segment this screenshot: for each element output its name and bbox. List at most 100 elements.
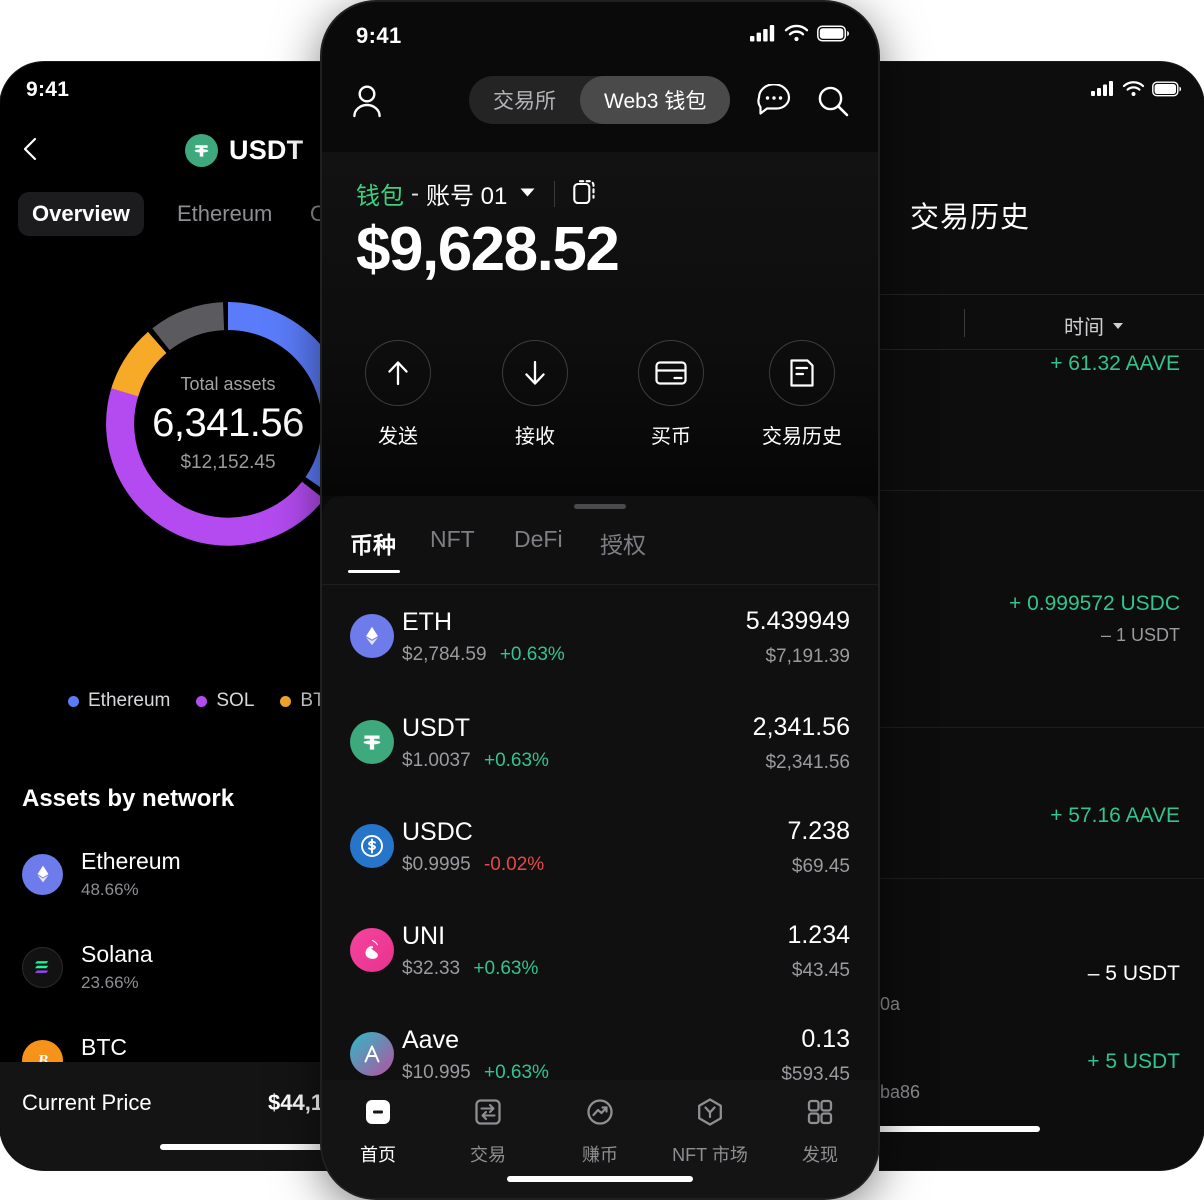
token-symbol: Aave xyxy=(402,1026,459,1054)
token-value: $2,341.56 xyxy=(765,752,850,773)
usdc-icon xyxy=(350,824,394,868)
token-row-eth[interactable]: ETH $2,784.59 +0.63% 5.439949 $7,191.39 xyxy=(322,604,878,700)
ethereum-icon xyxy=(22,853,63,895)
tab-overview[interactable]: Overview xyxy=(18,192,144,236)
network-name-solana: Solana xyxy=(81,941,153,967)
transaction-hash: ba86 xyxy=(880,1082,921,1102)
chevron-down-icon[interactable] xyxy=(519,185,536,203)
wallet-label: 钱包 xyxy=(356,183,404,210)
token-symbol: UNI xyxy=(402,922,446,950)
account-name: 账号 01 xyxy=(426,183,508,210)
document-icon xyxy=(769,340,835,406)
tab-approvals[interactable]: 授权 xyxy=(600,532,646,558)
cellular-icon xyxy=(1091,81,1113,96)
network-name-ethereum: Ethereum xyxy=(81,848,181,874)
market-wallet-toggle[interactable]: 交易所 Web3 钱包 xyxy=(469,76,731,124)
token-price-row: $2,784.59 +0.63% xyxy=(402,644,565,666)
token-row-usdc[interactable]: USDC $0.9995 -0.02% 7.238 $69.45 xyxy=(322,814,878,910)
sheet-grabber[interactable] xyxy=(574,504,626,509)
account-dash: - xyxy=(411,179,419,207)
donut-legend: Ethereum SOL BTC xyxy=(68,690,334,712)
nav-item-home[interactable]: 首页 xyxy=(332,1092,424,1167)
token-price: $10.995 xyxy=(402,1062,471,1083)
wifi-icon xyxy=(1122,81,1145,96)
token-row-usdt[interactable]: USDT $1.0037 +0.63% 2,341.56 $2,341.56 xyxy=(322,710,878,806)
transaction-amount: + 5 USDT xyxy=(1087,1050,1180,1073)
left-phone-tabs: Overview Ethereum O xyxy=(0,192,334,238)
transaction-divider xyxy=(880,727,1204,728)
tabs-divider xyxy=(322,584,878,585)
home-indicator xyxy=(880,1126,1040,1132)
transaction-amount: – 5 USDT xyxy=(1087,962,1180,985)
tether-icon xyxy=(350,720,394,764)
assets-by-network-title: Assets by network xyxy=(22,785,235,812)
action-history[interactable]: 交易历史 xyxy=(762,340,842,449)
action-receive[interactable]: 接收 xyxy=(497,340,573,449)
token-price-row: $0.9995 -0.02% xyxy=(402,854,544,876)
status-bar-icons xyxy=(1091,80,1182,97)
ethereum-icon xyxy=(350,614,394,658)
token-change: -0.02% xyxy=(483,854,545,875)
action-receive-label: 接收 xyxy=(515,426,555,448)
transaction-sub-amount: – 1 USDT xyxy=(1100,625,1180,645)
account-selector[interactable]: 钱包 - 账号 01 xyxy=(356,176,599,211)
page-title: USDT xyxy=(185,134,303,167)
tab-ethereum[interactable]: Ethereum xyxy=(177,201,273,226)
home-indicator xyxy=(507,1176,693,1182)
wifi-icon xyxy=(784,24,809,42)
tab-defi[interactable]: DeFi xyxy=(514,526,563,552)
transaction-amount: + 61.32 AAVE xyxy=(1050,352,1180,375)
status-bar: 9:41 xyxy=(322,20,878,54)
swap-icon xyxy=(475,1099,501,1125)
token-row-aave[interactable]: Aave $10.995 +0.63% 0.13 $593.45 xyxy=(322,1022,878,1118)
nav-item-earn[interactable]: 赚币 xyxy=(554,1092,646,1167)
home-indicator xyxy=(160,1144,334,1150)
tab-active-underline xyxy=(348,570,400,573)
tether-icon xyxy=(185,134,218,167)
nav-item-nft-market[interactable]: NFT 市场 xyxy=(664,1092,756,1167)
token-quantity: 1.234 xyxy=(787,921,850,949)
chevron-down-icon xyxy=(1113,322,1123,329)
action-history-label: 交易历史 xyxy=(762,426,842,448)
left-phone-usdt-overview: 9:41 USDT Overview Ethereum O xyxy=(0,62,334,1170)
current-price-label: Current Price xyxy=(22,1090,152,1115)
action-send[interactable]: 发送 xyxy=(360,340,436,449)
status-bar-icons xyxy=(750,24,850,42)
network-percent-solana: 23.66% xyxy=(81,973,139,992)
copy-icon[interactable] xyxy=(573,176,599,211)
segment-web3-wallet[interactable]: Web3 钱包 xyxy=(580,76,731,124)
token-symbol: USDT xyxy=(402,714,471,742)
token-row-uni[interactable]: UNI $32.33 +0.63% 1.234 $43.45 xyxy=(322,918,878,1014)
legend-dot-sol xyxy=(196,695,208,707)
bottom-navigation: 首页 交易 xyxy=(322,1080,878,1198)
current-price-bar: Current Price $44,12 xyxy=(0,1062,334,1170)
search-icon[interactable] xyxy=(816,84,850,123)
donut-segment-sol xyxy=(106,383,325,546)
person-icon[interactable] xyxy=(350,82,384,125)
donut-svg xyxy=(106,302,334,546)
tab-coins[interactable]: 币种 xyxy=(350,532,396,558)
token-value: $69.45 xyxy=(791,856,850,877)
token-change: +0.63% xyxy=(499,644,565,665)
assets-tabs: 币种 NFT DeFi 授权 xyxy=(322,526,878,584)
action-buy[interactable]: 买币 xyxy=(633,340,709,449)
action-buy-label: 买币 xyxy=(651,426,691,448)
nav-item-discover[interactable]: 发现 xyxy=(774,1092,866,1167)
transaction-divider xyxy=(880,878,1204,879)
filter-time[interactable]: 时间 xyxy=(1064,311,1124,340)
nav-label-earn: 赚币 xyxy=(582,1145,618,1165)
network-row-solana[interactable]: Solana 23.66% xyxy=(22,941,153,993)
chat-bubble-icon[interactable] xyxy=(756,83,792,123)
right-phone-transaction-history: 交易历史 时间 + 61.32 AAVE + 0.999572 USDC – 1… xyxy=(880,62,1204,1170)
chevron-left-icon[interactable] xyxy=(18,134,44,164)
legend-dot-btc xyxy=(280,695,292,707)
segment-exchange[interactable]: 交易所 xyxy=(493,90,556,113)
nav-item-trade[interactable]: 交易 xyxy=(442,1092,534,1167)
token-value: $7,191.39 xyxy=(765,646,850,667)
nav-label-trade: 交易 xyxy=(470,1145,506,1165)
network-row-ethereum[interactable]: Ethereum 48.66% xyxy=(22,848,181,900)
tab-nft[interactable]: NFT xyxy=(430,526,475,552)
token-value: $593.45 xyxy=(781,1064,850,1085)
filter-divider xyxy=(964,309,965,337)
